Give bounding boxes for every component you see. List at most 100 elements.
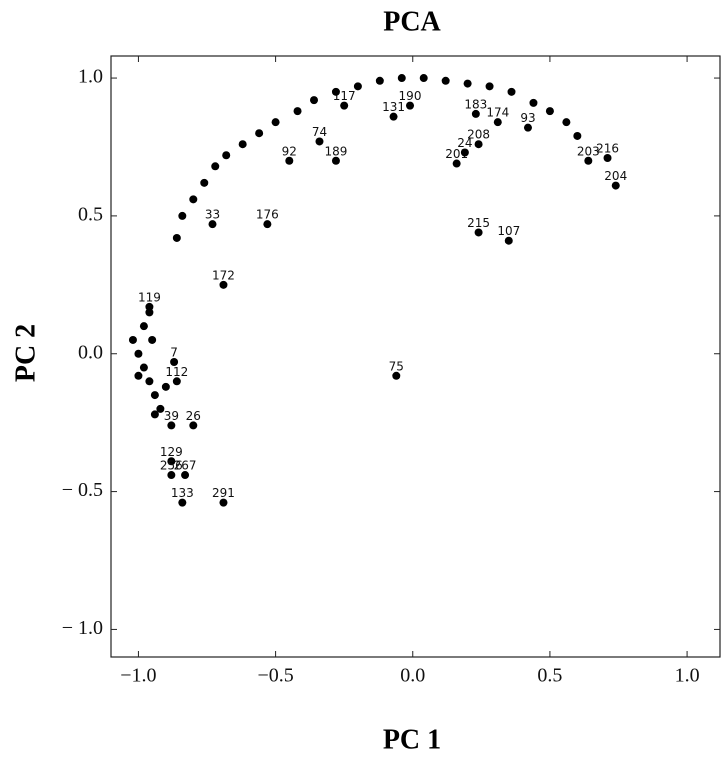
point	[148, 335, 157, 344]
point	[471, 109, 480, 118]
point-label: 107	[497, 224, 520, 238]
point	[139, 363, 148, 372]
y-axis-label: PC 2	[10, 324, 41, 382]
point	[463, 79, 472, 88]
point	[189, 421, 198, 430]
point	[156, 404, 165, 413]
point-label: 92	[282, 144, 297, 158]
point-label: 39	[164, 409, 179, 423]
plot-frame	[110, 55, 721, 658]
point-label: 208	[467, 128, 490, 142]
point	[441, 76, 450, 85]
point	[419, 74, 428, 83]
point	[263, 220, 272, 229]
point	[238, 140, 247, 149]
x-tick-label: −0.5	[257, 665, 293, 687]
point-label: 26	[186, 409, 201, 423]
point-label: 74	[312, 125, 327, 139]
point	[145, 302, 154, 311]
point	[493, 118, 502, 127]
point	[331, 156, 340, 165]
point-label: 267	[174, 459, 197, 473]
point-label: 174	[486, 106, 509, 120]
point	[375, 76, 384, 85]
point	[285, 156, 294, 165]
point	[255, 129, 264, 138]
x-tick-label: 1.0	[675, 665, 700, 687]
point	[474, 140, 483, 149]
point-label: 129	[160, 445, 183, 459]
point	[211, 162, 220, 171]
point	[150, 410, 159, 419]
point	[545, 107, 554, 116]
point	[504, 236, 513, 245]
point	[452, 159, 461, 168]
point	[310, 96, 318, 105]
point	[222, 151, 231, 160]
point	[293, 107, 302, 116]
point	[189, 195, 198, 204]
point	[167, 471, 176, 480]
point	[208, 220, 217, 229]
point	[340, 101, 349, 110]
point	[389, 112, 398, 121]
x-axis-label: PC 1	[383, 724, 441, 755]
point-label: 176	[256, 208, 279, 222]
point-label: 215	[467, 216, 490, 230]
point-label: 256	[160, 459, 183, 473]
point	[145, 308, 154, 317]
point	[134, 349, 143, 358]
point	[178, 498, 187, 507]
y-tick-label: 0.0	[78, 341, 103, 363]
point-label: 291	[212, 486, 235, 500]
point	[219, 280, 228, 289]
point	[271, 118, 280, 127]
point	[584, 156, 593, 165]
point	[145, 377, 154, 386]
point	[167, 421, 176, 430]
point	[523, 123, 532, 132]
point	[507, 87, 516, 96]
point-label: 203	[577, 144, 600, 158]
point	[474, 228, 483, 237]
point-label: 131	[382, 100, 405, 114]
point	[178, 211, 187, 220]
point	[353, 82, 362, 91]
point-label: 189	[324, 144, 347, 158]
point	[573, 131, 582, 140]
point	[331, 87, 340, 96]
point-label: 33	[205, 208, 220, 222]
x-tick-label: −1.0	[120, 665, 156, 687]
point	[485, 82, 494, 91]
point	[172, 377, 181, 386]
x-tick-label: 0.5	[537, 665, 562, 687]
point	[170, 358, 179, 367]
point-label: 7	[170, 346, 178, 360]
point	[460, 148, 469, 157]
point-label: 172	[212, 268, 235, 282]
y-tick-label: − 0.5	[62, 479, 103, 501]
point-label: 119	[138, 290, 161, 304]
point	[406, 101, 415, 110]
point-label: 93	[520, 111, 535, 125]
point	[529, 98, 538, 107]
point-label: 24	[457, 136, 472, 150]
point-label: 183	[464, 97, 487, 111]
point	[392, 371, 401, 380]
point-label: 204	[604, 169, 627, 183]
point	[562, 118, 571, 127]
chart-title: PCA	[383, 6, 441, 37]
y-tick-label: 1.0	[78, 66, 103, 88]
y-tick-label: − 1.0	[62, 617, 103, 639]
point-label: 190	[399, 89, 422, 103]
point	[161, 382, 170, 391]
point	[128, 335, 137, 344]
point-label: 75	[389, 359, 404, 373]
point	[219, 498, 228, 507]
x-tick-label: 0.0	[400, 665, 425, 687]
point	[611, 181, 620, 190]
point-label: 133	[171, 486, 194, 500]
point	[172, 233, 181, 242]
y-tick-label: 0.5	[78, 203, 103, 225]
